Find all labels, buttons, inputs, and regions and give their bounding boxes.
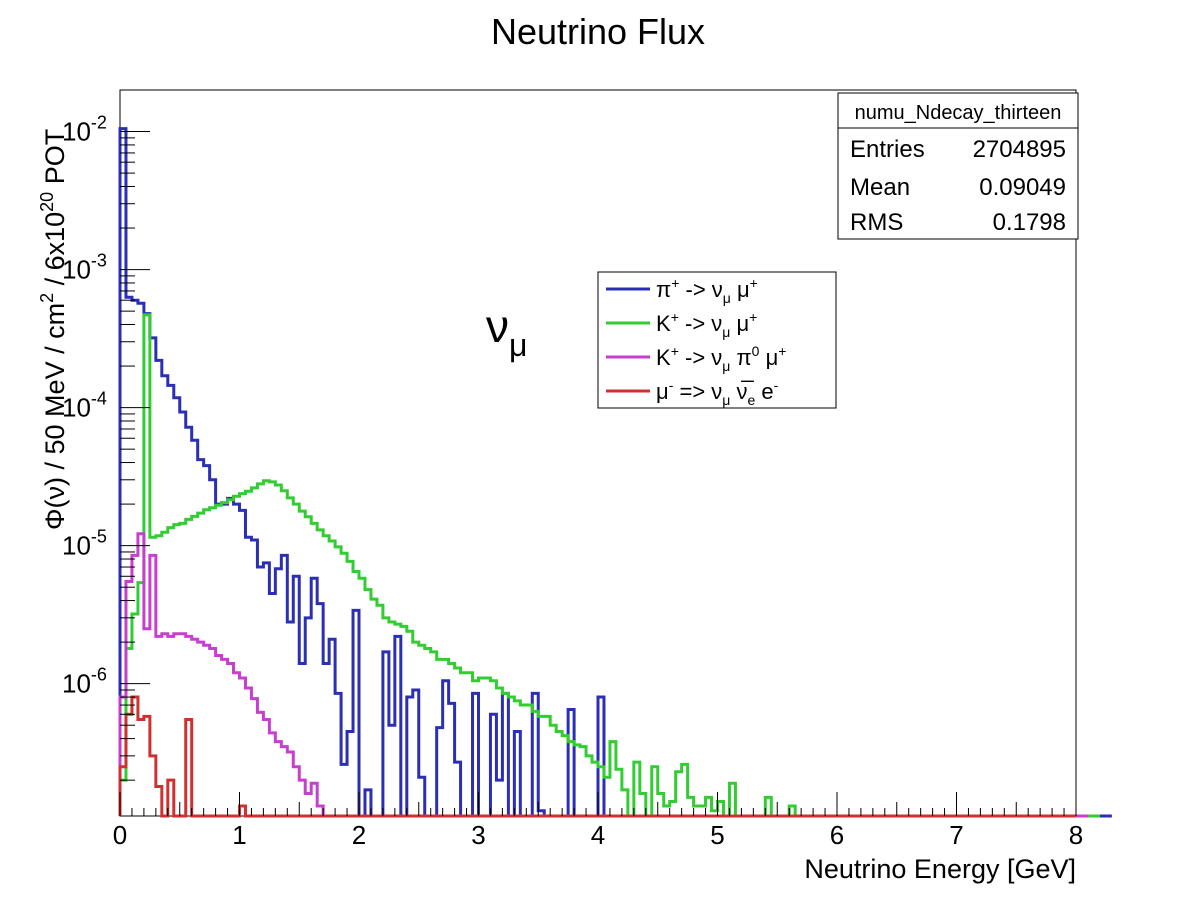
stats-name: numu_Ndecay_thirteen — [855, 102, 1062, 124]
legend-label-pi: π+ -> νμ μ+ — [656, 275, 758, 306]
x-tick-label: 3 — [471, 820, 485, 850]
legend-label-k2: K+ -> νμ μ+ — [656, 309, 757, 340]
y-tick-label: 10-4 — [62, 389, 107, 423]
x-tick-label: 2 — [352, 820, 366, 850]
stats-box-frame — [837, 92, 1079, 240]
series-line-mu — [118, 695, 1076, 818]
x-axis-label: Neutrino Energy [GeV] — [804, 854, 1076, 884]
y-label-sup-1: 2 — [37, 293, 57, 303]
x-tick-label: 1 — [232, 820, 246, 850]
x-tick-label: 4 — [591, 820, 605, 850]
y-label-part-1: Φ(ν) / 50 MeV / cm — [40, 303, 70, 530]
y-axis-label: Φ(ν) / 50 MeV / cm2 / 6x1020 POT — [37, 129, 70, 530]
stats-label-rms: RMS — [850, 209, 903, 236]
stats-value-rms: 0.1798 — [993, 209, 1066, 236]
x-tick-label: 6 — [830, 820, 844, 850]
legend-entries: π+ -> νμ μ+K+ -> νμ μ+K+ -> νμ π0 μ+μ- =… — [606, 275, 786, 408]
y-tick-label: 10-5 — [62, 527, 107, 561]
stats-value-mean: 0.09049 — [979, 174, 1066, 201]
y-tick-label: 10-3 — [62, 251, 107, 285]
legend-label-mu: μ- => νμ ν̅e e- — [656, 377, 779, 408]
x-tick-label: 5 — [710, 820, 724, 850]
y-tick-label: 10-6 — [62, 665, 107, 699]
x-axis: 0 1 2 3 4 5 6 7 8 — [113, 792, 1083, 850]
legend: π+ -> νμ μ+K+ -> νμ μ+K+ -> νμ π0 μ+μ- =… — [597, 271, 837, 409]
x-tick-label: 7 — [949, 820, 963, 850]
legend-frame — [597, 271, 837, 409]
y-axis: 10-6 10-5 10-4 10-3 10-2 — [62, 89, 150, 781]
stats-label-mean: Mean — [850, 174, 910, 201]
numu-symbol: ν — [486, 300, 509, 352]
y-tick-label: 10-2 — [62, 113, 107, 147]
x-tick-label: 0 — [113, 820, 127, 850]
stats-label-entries: Entries — [850, 136, 925, 163]
x-tick-label: 8 — [1069, 820, 1083, 850]
numu-sub: μ — [509, 327, 527, 363]
series-layer — [118, 127, 1112, 818]
stats-box: numu_Ndecay_thirteen Entries 2704895 Mea… — [837, 92, 1079, 240]
y-label-part-3: POT — [40, 129, 70, 192]
y-label-part-2: / 6x10 — [40, 212, 70, 293]
numu-annotation: νμ — [486, 300, 527, 363]
y-label-sup-2: 20 — [37, 192, 57, 212]
stats-value-entries: 2704895 — [973, 136, 1066, 163]
legend-label-k3: K+ -> νμ π0 μ+ — [656, 343, 786, 374]
chart-title: Neutrino Flux — [491, 11, 705, 52]
